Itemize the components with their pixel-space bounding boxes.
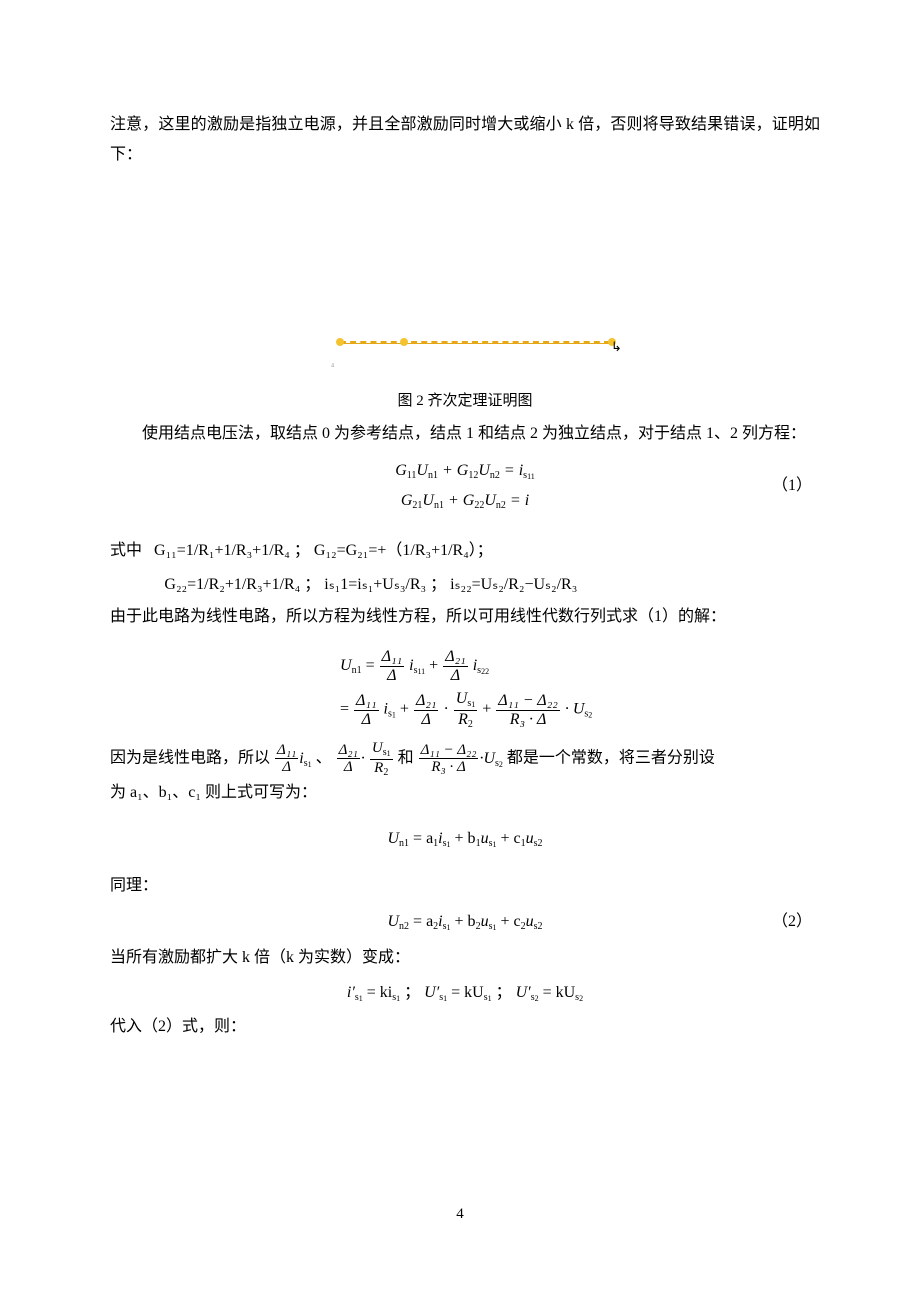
paragraph-linear: 由于此电路为线性电路，所以方程为线性方程，所以可用线性代数行列式求（1）的解：: [110, 602, 820, 632]
circuit-arrow-icon: ↳: [611, 335, 622, 360]
paragraph-substitute: 代入（2）式，则：: [110, 1012, 820, 1042]
figure-2-caption: 图 2 齐次定理证明图: [110, 387, 820, 416]
paragraph-nodal: 使用结点电压法，取结点 0 为参考结点，结点 1 和结点 2 为独立结点，对于结…: [110, 419, 820, 449]
equation-1: G11Un1 + G12Un2 = is11 G21Un1 + G22Un2 =…: [110, 456, 820, 517]
circuit-wire: [340, 341, 610, 344]
figure-2-diagram: ↳ ₄: [110, 179, 820, 389]
paragraph-abc: 为 a₁、b₁、c₁ 则上式可写为：: [110, 778, 820, 808]
equation-scaled: i′s1 = kis1 ； U′s1 = kUs1 ； U′s2 = kUs2: [110, 978, 820, 1008]
page-number: 4: [0, 1200, 920, 1229]
circuit-node-left: [336, 338, 344, 346]
equation-1-number: （1）: [772, 471, 812, 501]
equation-2-number: （2）: [772, 907, 812, 937]
circuit-node-mid: [400, 338, 408, 346]
paragraph-similarly: 同理：: [110, 871, 820, 901]
paragraph-scale-k: 当所有激励都扩大 k 倍（k 为实数）变成：: [110, 943, 820, 973]
circuit-label-small: ₄: [331, 354, 334, 371]
equation-2: Un2 = a2is1 + b2us1 + c2us2 （2）: [110, 907, 820, 937]
intro-paragraph: 注意，这里的激励是指独立电源，并且全部激励同时增大或缩小 k 倍，否则将导致结果…: [110, 110, 820, 171]
definitions-block: 式中 G₁₁=1/R₁+1/R₃+1/R₄ ； G₁₂=G₂₁=+（1/R₃+1…: [110, 534, 820, 601]
paragraph-constants: 因为是线性电路，所以 Δ₁₁Δis1 、 Δ₂₁Δ· Us1R2 和 Δ₁₁ −…: [110, 740, 820, 778]
equation-derivation: Un1 = Δ₁₁Δ is11 + Δ₂₁Δ is22 = Δ₁₁Δ is1 +…: [110, 648, 820, 730]
equation-un1: Un1 = a1is1 + b1us1 + c1us2: [110, 824, 820, 854]
